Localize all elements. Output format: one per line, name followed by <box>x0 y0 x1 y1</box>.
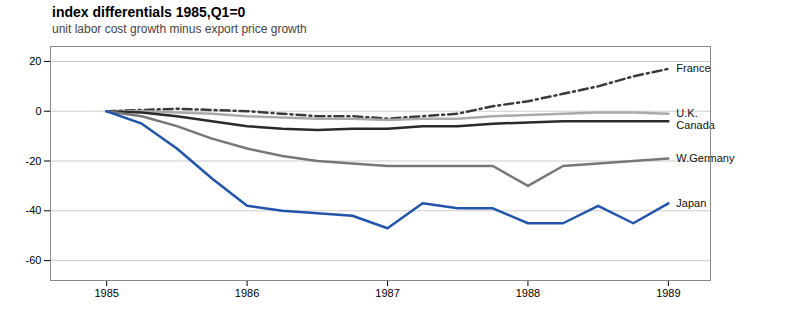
svg-text:1985: 1985 <box>94 287 118 299</box>
svg-text:1986: 1986 <box>235 287 259 299</box>
svg-text:U.K.: U.K. <box>676 107 697 119</box>
svg-text:0: 0 <box>35 105 41 117</box>
svg-text:Japan: Japan <box>676 197 706 209</box>
html-text:unit labor cost growth minus e: unit labor cost growth minus export pric… <box>52 22 307 36</box>
html-text:index differentials 1985,Q1=0: index differentials 1985,Q1=0 <box>52 4 246 20</box>
svg-text:France: France <box>676 62 710 74</box>
svg-text:-40: -40 <box>26 204 42 216</box>
svg-text:1989: 1989 <box>656 287 680 299</box>
svg-text:1987: 1987 <box>375 287 399 299</box>
svg-text:1988: 1988 <box>516 287 540 299</box>
svg-text:-20: -20 <box>26 155 42 167</box>
svg-text:-60: -60 <box>26 254 42 266</box>
svg-text:Canada: Canada <box>676 119 715 131</box>
svg-text:W.Germany: W.Germany <box>676 152 735 164</box>
svg-text:20: 20 <box>29 55 41 67</box>
